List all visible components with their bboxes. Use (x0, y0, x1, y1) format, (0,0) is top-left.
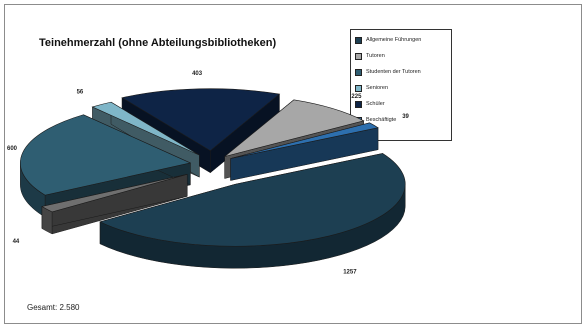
slice-extra (41, 173, 188, 235)
legend-label: Studenten der Tutoren (366, 69, 421, 75)
chart-title: Teinehmerzahl (ohne Abteilungsbibliothek… (39, 37, 277, 49)
slice-top (91, 101, 200, 156)
legend-item-schueler: Schüler (351, 98, 451, 110)
legend-label: Senioren (366, 85, 389, 91)
legend-swatch (355, 68, 362, 76)
slice-top (224, 99, 365, 157)
legend-swatch (355, 100, 362, 108)
slice-allgemeine-fuehrungen (99, 153, 406, 269)
slice-top (121, 88, 281, 152)
slice-extra-value-label: 44 (13, 239, 20, 245)
slice-top (20, 114, 192, 196)
slice-allgemeine-fuehrungen-value-label: 1257 (343, 269, 357, 275)
legend-item-studenten: Studenten der Tutoren (351, 66, 451, 78)
legend-swatch (355, 36, 362, 44)
slice-beschaeftigte-value-label: 39 (402, 114, 409, 120)
chart-legend: Allgemeine Führungen Tutoren Studenten d… (350, 29, 452, 141)
legend-item-tutoren: Tutoren (351, 50, 451, 62)
slice-top (99, 153, 406, 247)
slice-beschaeftigte (230, 122, 379, 181)
legend-swatch (355, 52, 362, 60)
legend-item-allgemeine-fuehrungen: Allgemeine Führungen (351, 34, 451, 46)
slice-top (41, 174, 188, 213)
legend-label: Beschäftigte (366, 117, 397, 123)
slice-tutoren-value-label: 225 (351, 94, 362, 100)
legend-item-senioren: Senioren (351, 82, 451, 94)
slice-schueler-value-label: 403 (192, 71, 203, 77)
legend-label: Tutoren (366, 53, 385, 59)
slice-senioren-value-label: 56 (77, 89, 84, 95)
total-text: Gesamt: 2.580 (27, 303, 80, 312)
legend-label: Schüler (366, 101, 385, 107)
legend-swatch (355, 84, 362, 92)
slice-top (230, 122, 379, 159)
legend-label: Allgemeine Führungen (366, 37, 422, 43)
slice-studenten-value-label: 600 (7, 146, 18, 152)
